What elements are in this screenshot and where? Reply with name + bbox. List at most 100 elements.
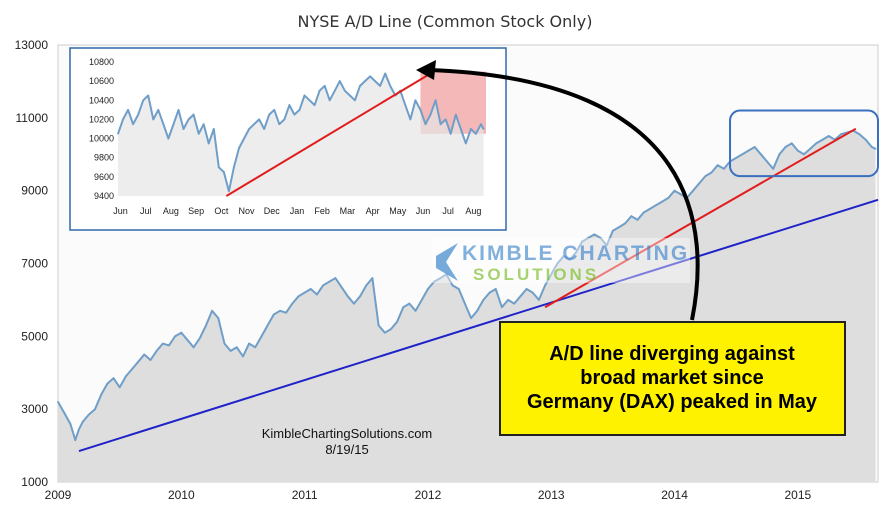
inset-data-point	[434, 99, 437, 102]
inset-data-point	[404, 104, 407, 106]
main-data-point	[260, 335, 263, 338]
inset-x-tick-label: Jun	[113, 206, 128, 216]
main-data-point	[531, 291, 534, 294]
main-data-point	[649, 208, 651, 210]
blue-trendline	[78, 198, 879, 452]
main-data-point	[359, 295, 361, 298]
inset-data-point	[419, 109, 422, 111]
inset-data-point	[369, 75, 371, 78]
inset-data-point	[379, 85, 381, 87]
inset-data-point	[238, 147, 240, 149]
inset-data-point	[167, 137, 170, 140]
inset-data-point	[444, 118, 447, 121]
main-data-point	[556, 262, 559, 265]
inset-data-point	[132, 123, 134, 125]
inset-x-tick-label: Jun	[416, 206, 431, 216]
inset-data-point	[424, 123, 427, 125]
inset-data-point	[344, 89, 346, 92]
inset-data-point	[283, 118, 286, 121]
main-data-point	[568, 259, 571, 261]
main-data-point	[464, 302, 466, 305]
inset-data-point	[429, 113, 432, 116]
callout-arrow-head	[416, 60, 436, 80]
callout-line-3: Germany (DAX) peaked in May	[527, 391, 818, 413]
main-data-point	[291, 302, 294, 305]
inset-data-point	[482, 128, 485, 130]
inset-data-point	[202, 123, 205, 125]
inset-data-point	[137, 113, 139, 116]
inset-data-point	[414, 99, 417, 102]
main-data-point	[704, 175, 707, 178]
logo-watermark: KIMBLE CHARTING SOLUTIONS	[432, 238, 690, 284]
inset-x-tick-label: Jul	[442, 206, 454, 216]
main-data-point	[112, 377, 115, 380]
callout-box	[499, 321, 846, 436]
inset-data-point	[127, 109, 129, 111]
inset-data-point	[303, 94, 306, 97]
inset-area-path	[118, 73, 484, 196]
main-data-point	[692, 189, 694, 192]
main-data-point	[334, 277, 337, 279]
inset-data-point	[177, 109, 180, 111]
main-data-point	[599, 237, 602, 239]
inset-data-point	[218, 166, 220, 169]
inset-x-tick-label: Aug	[163, 206, 179, 216]
inset-data-point	[273, 109, 276, 111]
main-data-point	[575, 251, 577, 254]
main-data-point	[390, 328, 392, 330]
main-data-point	[488, 291, 491, 294]
inset-data-point	[308, 99, 311, 102]
main-data-point	[562, 255, 565, 258]
y-tick-label: 1000	[21, 475, 48, 489]
main-data-point	[74, 439, 77, 441]
main-data-point	[661, 200, 664, 203]
y-tick-label: 11000	[16, 111, 49, 125]
main-data-point	[328, 280, 331, 283]
main-data-point	[433, 280, 435, 283]
callout-arrow	[429, 68, 700, 321]
main-data-point	[636, 218, 639, 221]
logo-arrow-icon	[436, 243, 458, 281]
main-data-point	[78, 428, 80, 431]
main-data-point	[254, 346, 257, 349]
main-data-point	[297, 295, 300, 298]
inset-x-tick-label: Apr	[366, 206, 380, 216]
main-data-point	[581, 240, 583, 243]
main-data-point	[519, 295, 522, 298]
inset-data-point	[439, 123, 442, 125]
main-data-point	[803, 153, 805, 156]
inset-data-point	[253, 123, 255, 125]
inset-x-tick-labels: Jun Jul Aug Sep Oct Nov Dec Jan Feb Mar Apr May Jun J…	[113, 206, 481, 216]
x-tick-label: 2012	[415, 488, 442, 502]
main-data-point	[217, 317, 220, 319]
main-data-point	[180, 331, 183, 334]
main-data-point	[81, 421, 84, 423]
main-data-point	[211, 309, 214, 312]
main-data-point	[439, 277, 442, 279]
main-data-point	[316, 293, 318, 296]
main-data-point	[272, 313, 275, 316]
inset-x-tick-label: May	[389, 206, 407, 216]
inset-data-point	[258, 118, 261, 121]
inset-data-point	[389, 85, 392, 87]
main-data-point	[420, 299, 423, 301]
main-data-point	[809, 147, 812, 150]
inset-data-point	[364, 80, 366, 82]
main-data-point	[383, 331, 386, 334]
x-tick-label: 2015	[784, 488, 811, 502]
inset-data-point	[349, 94, 351, 97]
inset-data-point	[248, 128, 250, 130]
callout-line-2: broad market since	[580, 367, 763, 389]
inset-x-tick-label: Aug	[465, 206, 481, 216]
main-data-point	[451, 284, 454, 287]
main-data-point	[168, 344, 170, 347]
main-data-point	[149, 359, 152, 361]
inset-data-point	[233, 166, 235, 169]
main-data-point	[100, 393, 103, 396]
main-data-point	[174, 335, 177, 338]
inset-data-point	[228, 190, 230, 192]
main-data-point	[501, 306, 503, 309]
main-data-point	[840, 133, 842, 136]
main-data-point	[353, 302, 355, 305]
